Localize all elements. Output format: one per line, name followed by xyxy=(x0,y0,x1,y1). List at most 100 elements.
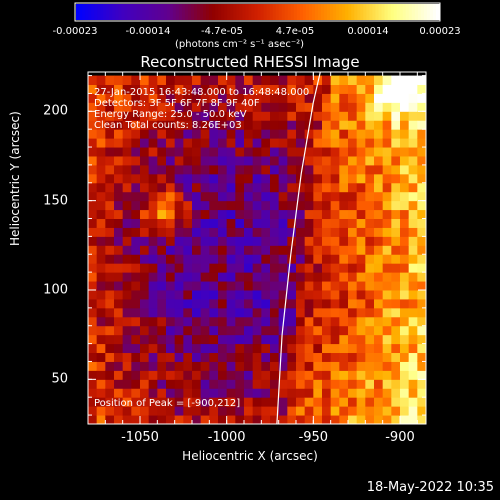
heatmap-cell xyxy=(296,111,306,121)
colorbar-swatch xyxy=(336,4,340,20)
colorbar-swatch xyxy=(269,4,274,20)
heatmap-cell xyxy=(105,370,115,380)
heatmap-cell xyxy=(400,245,410,255)
heatmap-cell xyxy=(252,102,262,112)
heatmap-cell xyxy=(166,316,176,327)
heatmap-cell xyxy=(235,227,245,237)
heatmap-cell xyxy=(140,307,150,318)
heatmap-cell xyxy=(304,75,314,85)
heatmap-cell xyxy=(261,388,271,398)
heatmap-cell xyxy=(278,281,288,291)
heatmap-cell xyxy=(114,75,124,85)
heatmap-cell xyxy=(400,415,410,425)
heatmap-cell xyxy=(148,352,158,362)
heatmap-cell xyxy=(218,370,228,380)
heatmap-cell xyxy=(131,307,141,318)
heatmap-cell xyxy=(356,191,366,202)
heatmap-cell xyxy=(339,200,349,211)
heatmap-cell xyxy=(391,388,401,398)
colorbar-swatch xyxy=(275,4,280,20)
heatmap-cell xyxy=(114,164,124,175)
heatmap-cell xyxy=(313,316,323,327)
heatmap-cell xyxy=(261,254,271,264)
colorbar-swatch xyxy=(76,4,80,20)
heatmap-cell xyxy=(365,263,375,273)
heatmap-cell xyxy=(88,397,98,407)
heatmap-cell xyxy=(88,129,98,139)
heatmap-cell xyxy=(131,272,141,282)
colorbar-swatch xyxy=(402,4,407,20)
heatmap-cell xyxy=(408,281,418,291)
colorbar-swatch xyxy=(414,4,419,20)
heatmap-cell xyxy=(226,236,236,246)
heatmap-cell xyxy=(382,281,392,291)
heatmap-cell xyxy=(166,218,176,228)
heatmap-cell xyxy=(252,236,262,246)
heatmap-cell xyxy=(356,218,366,228)
colorbar-swatch xyxy=(181,4,186,20)
heatmap-cell xyxy=(417,75,427,85)
heatmap-cell xyxy=(88,182,98,193)
heatmap-cell xyxy=(174,370,184,380)
heatmap-cell xyxy=(157,191,167,202)
heatmap-cell xyxy=(356,415,366,425)
heatmap-cell xyxy=(192,307,202,318)
heatmap-cell xyxy=(209,164,219,175)
heatmap-cell xyxy=(157,155,167,166)
heatmap-cell xyxy=(339,120,349,130)
heatmap-cell xyxy=(235,415,245,425)
heatmap-cell xyxy=(330,272,340,282)
heatmap-cell xyxy=(140,200,150,211)
heatmap-cell xyxy=(304,138,314,148)
heatmap-cell xyxy=(114,316,124,327)
heatmap-cell xyxy=(330,102,340,112)
heatmap-cell xyxy=(304,254,314,264)
heatmap-cell xyxy=(166,289,176,300)
heatmap-cell xyxy=(174,325,184,336)
heatmap-cell xyxy=(226,245,236,255)
heatmap-cell xyxy=(270,200,280,211)
heatmap-cell xyxy=(296,164,306,175)
heatmap-cell xyxy=(278,209,288,220)
colorbar-swatch xyxy=(175,4,180,20)
heatmap-cell xyxy=(408,298,418,309)
heatmap-cell xyxy=(166,102,176,112)
colorbar-swatch xyxy=(393,4,398,20)
heatmap-cell xyxy=(174,200,184,211)
heatmap-cell xyxy=(148,263,158,273)
heatmap-cell xyxy=(192,138,202,148)
heatmap-cell xyxy=(235,138,245,148)
colorbar-swatch xyxy=(342,4,346,20)
heatmap-cell xyxy=(209,84,219,94)
heatmap-cell xyxy=(226,75,236,85)
heatmap-cell xyxy=(391,129,401,139)
heatmap-cell xyxy=(226,298,236,309)
heatmap-cell xyxy=(226,379,236,389)
heatmap-cell xyxy=(200,111,210,121)
heatmap-cell xyxy=(339,289,349,300)
heatmap-cell xyxy=(313,370,323,380)
heatmap-cell xyxy=(313,388,323,398)
heatmap-cell xyxy=(209,325,219,336)
heatmap-cell xyxy=(322,406,332,416)
heatmap-cell xyxy=(148,307,158,318)
heatmap-cell xyxy=(174,361,184,371)
heatmap-cell xyxy=(356,361,366,371)
heatmap-cell xyxy=(122,138,132,148)
heatmap-cell xyxy=(391,298,401,309)
heatmap-cell xyxy=(192,254,202,264)
heatmap-cell xyxy=(287,227,297,237)
heatmap-cell xyxy=(96,227,106,237)
heatmap-cell xyxy=(261,236,271,246)
heatmap-cell xyxy=(400,120,410,130)
heatmap-cell xyxy=(96,298,106,309)
heatmap-cell xyxy=(374,272,384,282)
heatmap-cell xyxy=(148,93,158,103)
heatmap-cell xyxy=(330,111,340,121)
heatmap-cell xyxy=(122,120,132,130)
heatmap-cell xyxy=(348,120,358,130)
heatmap-cell xyxy=(261,361,271,371)
colorbar-swatch xyxy=(257,4,262,20)
heatmap-cell xyxy=(322,120,332,130)
heatmap-cell xyxy=(374,361,384,371)
